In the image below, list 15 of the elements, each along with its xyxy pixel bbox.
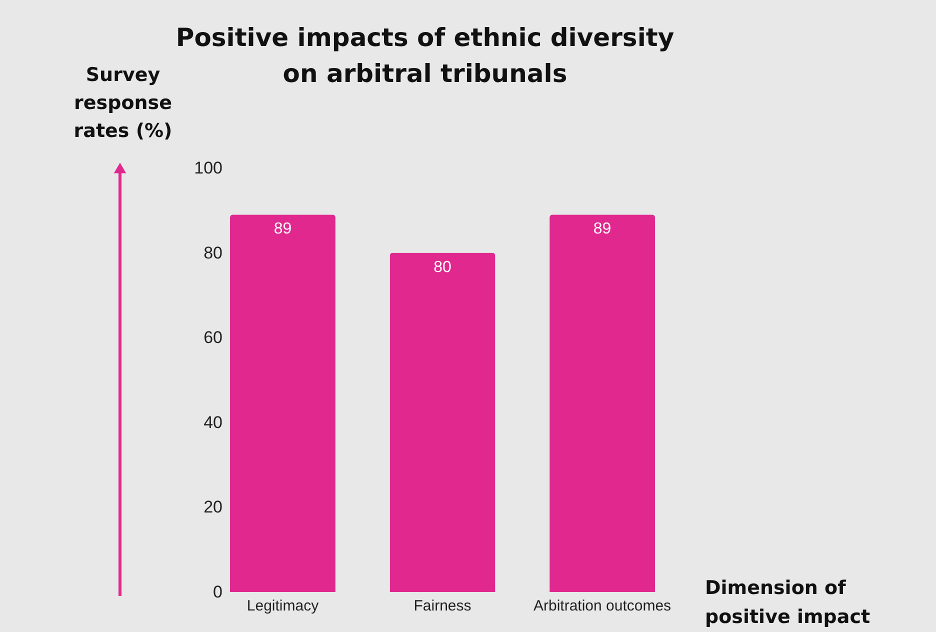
x-tick-label: Arbitration outcomes	[533, 598, 672, 614]
x-tick-label: Fairness	[414, 598, 472, 614]
y-tick-label: 80	[204, 243, 222, 262]
x-axis-title: Dimension of positive impact	[705, 577, 870, 628]
x-tick-label: Legitimacy	[246, 598, 320, 614]
data-label: 89	[593, 220, 612, 238]
data-label: 89	[274, 220, 292, 238]
y-tick-label: 100	[194, 158, 222, 178]
data-label: 80	[434, 258, 452, 276]
y-tick-label: 60	[204, 328, 222, 348]
chart-title: Positive impacts of ethnic diversity on arbitral tribunals	[176, 23, 674, 88]
y-tick-label: 0	[213, 582, 222, 602]
y-tick-label: 20	[204, 498, 222, 517]
y-tick-label: 40	[204, 412, 222, 432]
y-axis-title: Survey response rates (%)	[74, 64, 172, 142]
